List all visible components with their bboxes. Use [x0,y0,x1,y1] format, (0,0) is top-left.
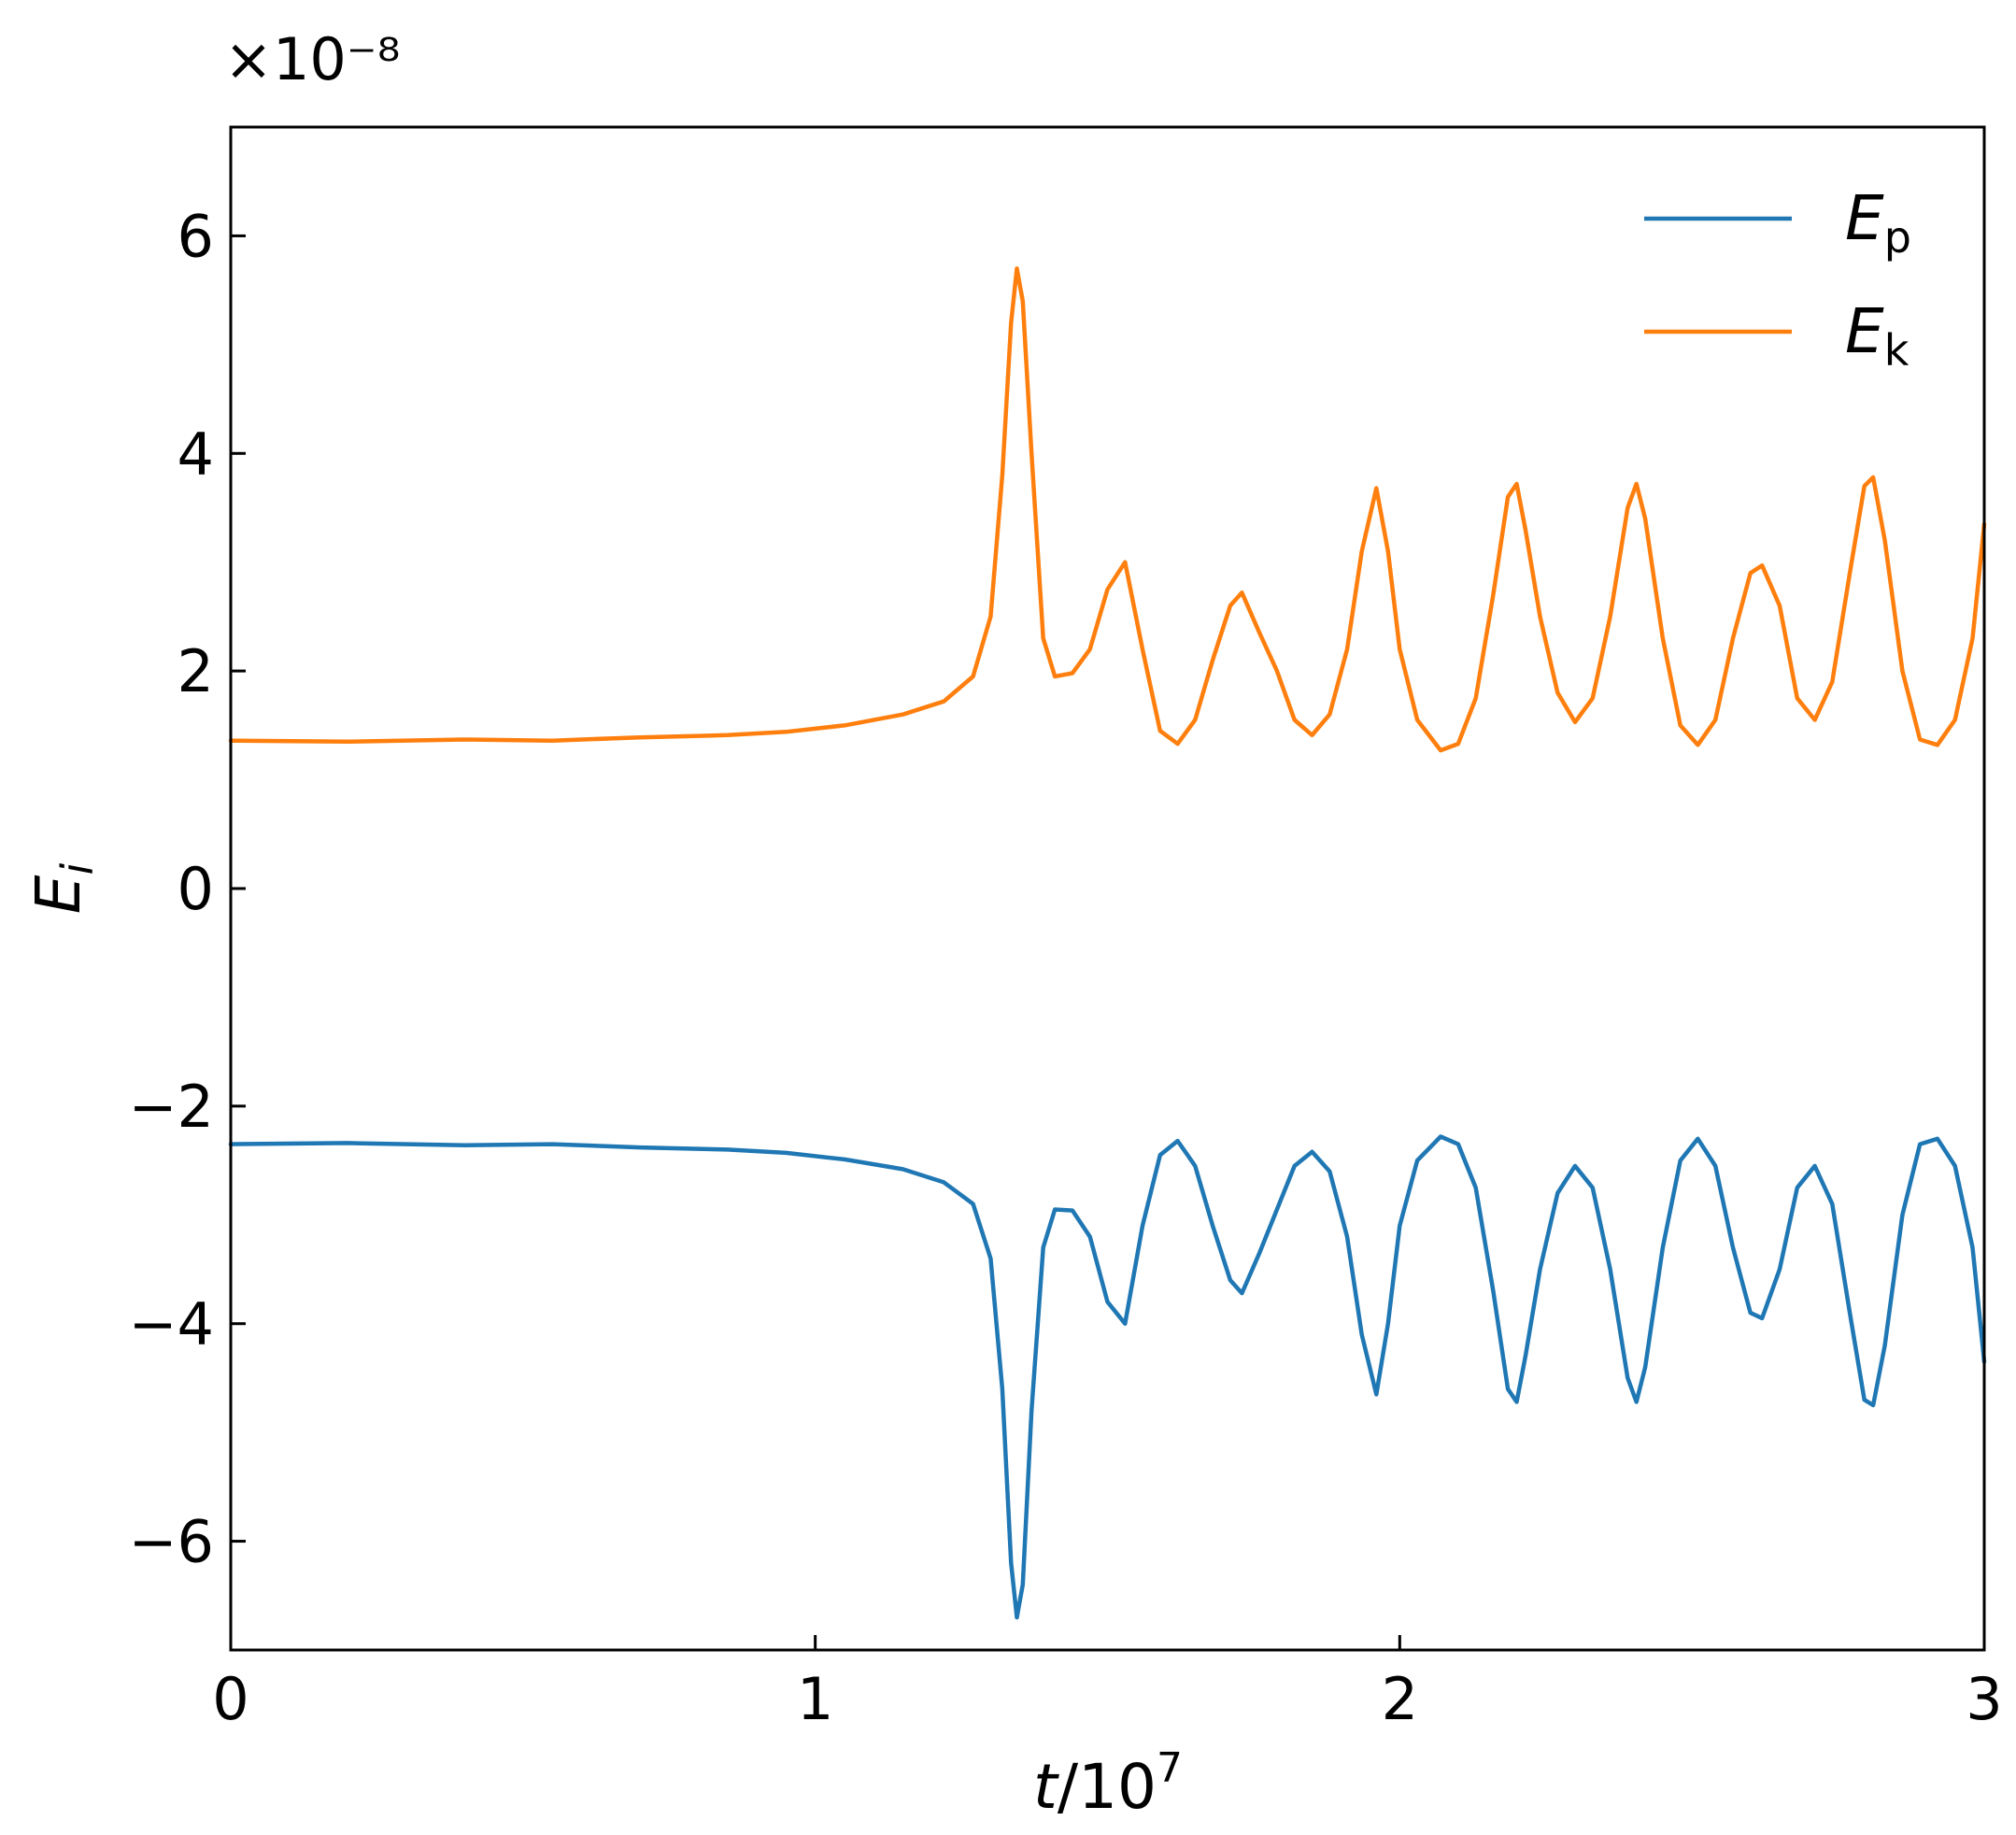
y-tick-label: −4 [129,1290,214,1358]
x-axis-title: t/107 [1033,1744,1183,1823]
series-line-ek [228,266,1987,753]
legend-label-ep: Ep [1845,182,1911,263]
series-layer [228,266,1987,1620]
legend-label-ep-subscript: p [1884,212,1911,263]
y-axis-title-subscript: i [52,863,103,875]
y-tick-label: −6 [129,1508,214,1576]
y-axis-title: Ei [22,863,103,915]
x-tick-label: 0 [212,1665,248,1733]
series-line-ep [228,1134,1987,1620]
legend-label-ek: Ek [1845,295,1910,376]
x-axis-title-main: t [1033,1751,1059,1823]
y-tick-label: 0 [177,855,214,923]
legend-label-ek-subscript: k [1884,325,1910,376]
y-tick-label: −2 [129,1073,214,1141]
x-tick-label: 3 [1966,1665,2002,1733]
x-tick-label: 1 [797,1665,833,1733]
y-tick-label: 2 [177,637,214,705]
legend-label-ep-main: E [1845,182,1884,254]
y-axis-ticks: −6 −4 −2 0 2 4 6 [129,202,246,1576]
legend: Ep Ek [1644,182,1911,376]
legend-label-ek-main: E [1845,295,1884,367]
x-axis-ticks: 0 1 2 3 [212,1635,2003,1733]
y-tick-label: 6 [177,202,214,270]
plot-frame [229,125,1986,1652]
y-tick-label: 4 [177,420,214,488]
x-axis-title-exponent: 7 [1157,1744,1183,1792]
x-axis-title-rest: /10 [1058,1751,1157,1823]
y-axis-multiplier: ×10⁻⁸ [224,25,400,93]
x-tick-label: 2 [1382,1665,1418,1733]
y-axis-title-main: E [22,875,94,914]
